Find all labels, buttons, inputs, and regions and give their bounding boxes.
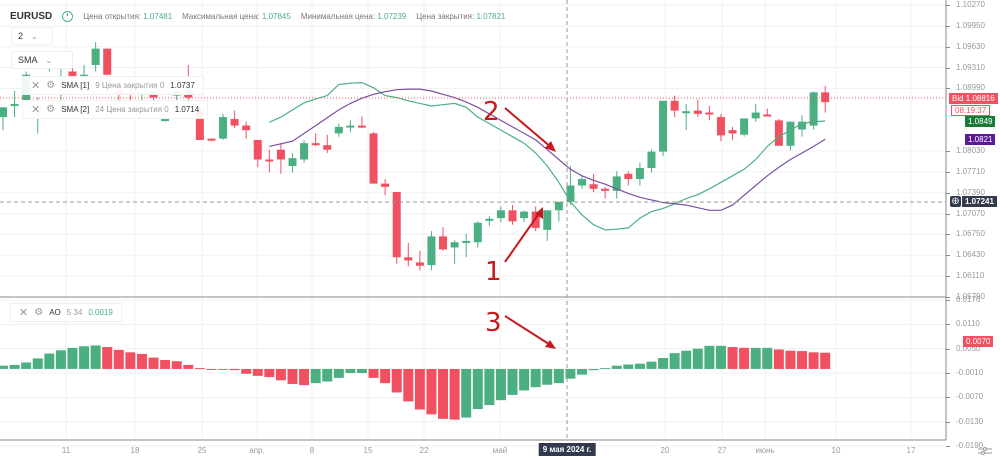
price-tick-label: 1.06750 <box>956 229 985 239</box>
time-tick-label: 15 <box>363 446 373 455</box>
annotation-1: 1 <box>485 257 502 287</box>
time-tick-label: 18 <box>130 446 140 455</box>
sma2-value: 1.0714 <box>174 105 200 114</box>
time-tick-label: 25 <box>197 446 207 455</box>
time-tick-label: 27 <box>717 446 727 455</box>
indicator-type-select[interactable]: SMA ⌄ <box>11 51 73 69</box>
price-tick-label: 1.06430 <box>956 250 985 260</box>
ao-tick-label: -0.0070 <box>956 392 984 402</box>
price-tick-label: 1.09630 <box>956 41 985 51</box>
time-tick-label: апр. <box>249 446 265 455</box>
close-icon[interactable]: ✕ <box>19 307 29 319</box>
ao-tick-label: 0.0170 <box>956 295 981 304</box>
open-value: 1.07481 <box>143 11 173 21</box>
axis-settings-icon <box>978 447 992 455</box>
time-tick-label: июнь <box>755 446 775 455</box>
ao-current-tag: 0.0070 <box>963 336 994 347</box>
clock-icon[interactable] <box>62 10 74 22</box>
price-tick-label: 1.07070 <box>956 208 985 218</box>
ao-name: AO <box>49 308 61 317</box>
low-label: Минимальная цена: <box>300 11 376 21</box>
sma2-params: 24 Цена закрытия 0 <box>95 105 169 114</box>
price-tick-label: 1.06110 <box>956 271 985 281</box>
time-tick-label: май <box>492 446 508 455</box>
gear-icon[interactable]: ⚙ <box>46 80 56 91</box>
sma1-price-tag: 1.0849 <box>965 116 996 127</box>
grid-lines <box>0 0 946 447</box>
sma1-name: SMA [1] <box>61 81 90 90</box>
close-value: 1.07821 <box>476 11 506 21</box>
price-tick-label: 1.08990 <box>956 83 985 93</box>
chevron-down-icon: ⌄ <box>31 31 38 41</box>
close-icon[interactable]: ✕ <box>31 80 41 92</box>
price-tick-label: 1.05790 <box>956 292 985 301</box>
indicator-count-select[interactable]: 2 ⌄ <box>11 27 53 45</box>
bid-price-tag: Bid 1.08816 <box>949 93 998 104</box>
close-label: Цена закрытия: <box>416 11 475 21</box>
indicator-type-value: SMA <box>18 55 38 65</box>
high-label: Максимальная цена: <box>182 11 260 21</box>
annotation-2: 2 <box>483 97 500 127</box>
indicator-count-value: 2 <box>18 31 24 41</box>
ohlc-header: EURUSD Цена открытия: 1.07481 Максимальн… <box>10 8 505 24</box>
arrow-2 <box>504 107 553 149</box>
price-tick-label: 1.10270 <box>956 0 985 9</box>
annotation-3: 3 <box>485 308 502 338</box>
arrow-3 <box>504 315 553 347</box>
sma2-name: SMA [2] <box>61 105 90 114</box>
sma1-legend: ✕ ⚙ SMA [1] 9 Цена закрытия 0 1.0737 <box>22 76 204 95</box>
sma2-price-tag: 1.0821 <box>965 134 996 145</box>
arrow-1 <box>504 211 541 263</box>
candlestick-series <box>0 42 830 271</box>
ao-legend: ✕ ⚙ AO 5 34 0.0019 <box>10 303 122 322</box>
price-tick-label: 1.07710 <box>956 166 985 176</box>
sma-lines <box>269 81 826 231</box>
ao-params: 5 34 <box>66 308 83 317</box>
time-tick-label: 17 <box>906 446 916 455</box>
sma1-params: 9 Цена закрытия 0 <box>95 81 165 90</box>
crosshair-date-tag: 9 мая 2024 г. <box>538 443 596 456</box>
price-tick-label: 1.07390 <box>956 187 985 197</box>
time-tick-label: 20 <box>660 446 670 455</box>
open-label: Цена открытия: <box>83 11 142 21</box>
sma1-value: 1.0737 <box>170 81 195 90</box>
crosshair-plus-icon[interactable]: ⊕ <box>950 196 961 207</box>
crosshair-price-tag: 1.07241 <box>962 196 997 207</box>
ao-histogram <box>0 345 831 420</box>
gear-icon[interactable]: ⚙ <box>34 307 44 318</box>
ao-tick-label: -0.0190 <box>956 441 984 450</box>
ao-value: 0.0019 <box>88 308 113 317</box>
ao-tick-label: 0.0110 <box>956 319 980 329</box>
countdown-tag: 08:19:37 <box>951 105 991 116</box>
ao-tick-label: -0.0130 <box>956 416 984 426</box>
high-value: 1.07845 <box>261 11 291 21</box>
time-tick-label: 22 <box>419 446 429 455</box>
price-tick-label: 1.09310 <box>956 62 985 72</box>
price-tick-label: 1.08030 <box>956 146 985 155</box>
ao-tick-label: 0.0050 <box>956 343 981 353</box>
time-tick-label: 11 <box>61 446 71 455</box>
symbol-name[interactable]: EURUSD <box>10 10 53 22</box>
sma2-legend: ✕ ⚙ SMA [2] 24 Цена закрытия 0 1.0714 <box>22 100 209 119</box>
low-value: 1.07239 <box>377 11 407 21</box>
ao-tick-label: -0.0010 <box>956 368 984 377</box>
chevron-down-icon: ⌄ <box>45 55 53 65</box>
time-tick-label: 8 <box>309 446 315 455</box>
close-icon[interactable]: ✕ <box>31 104 41 116</box>
time-tick-label: 10 <box>831 446 841 455</box>
gear-icon[interactable]: ⚙ <box>46 104 56 115</box>
price-tick-label: 1.09950 <box>956 20 985 30</box>
